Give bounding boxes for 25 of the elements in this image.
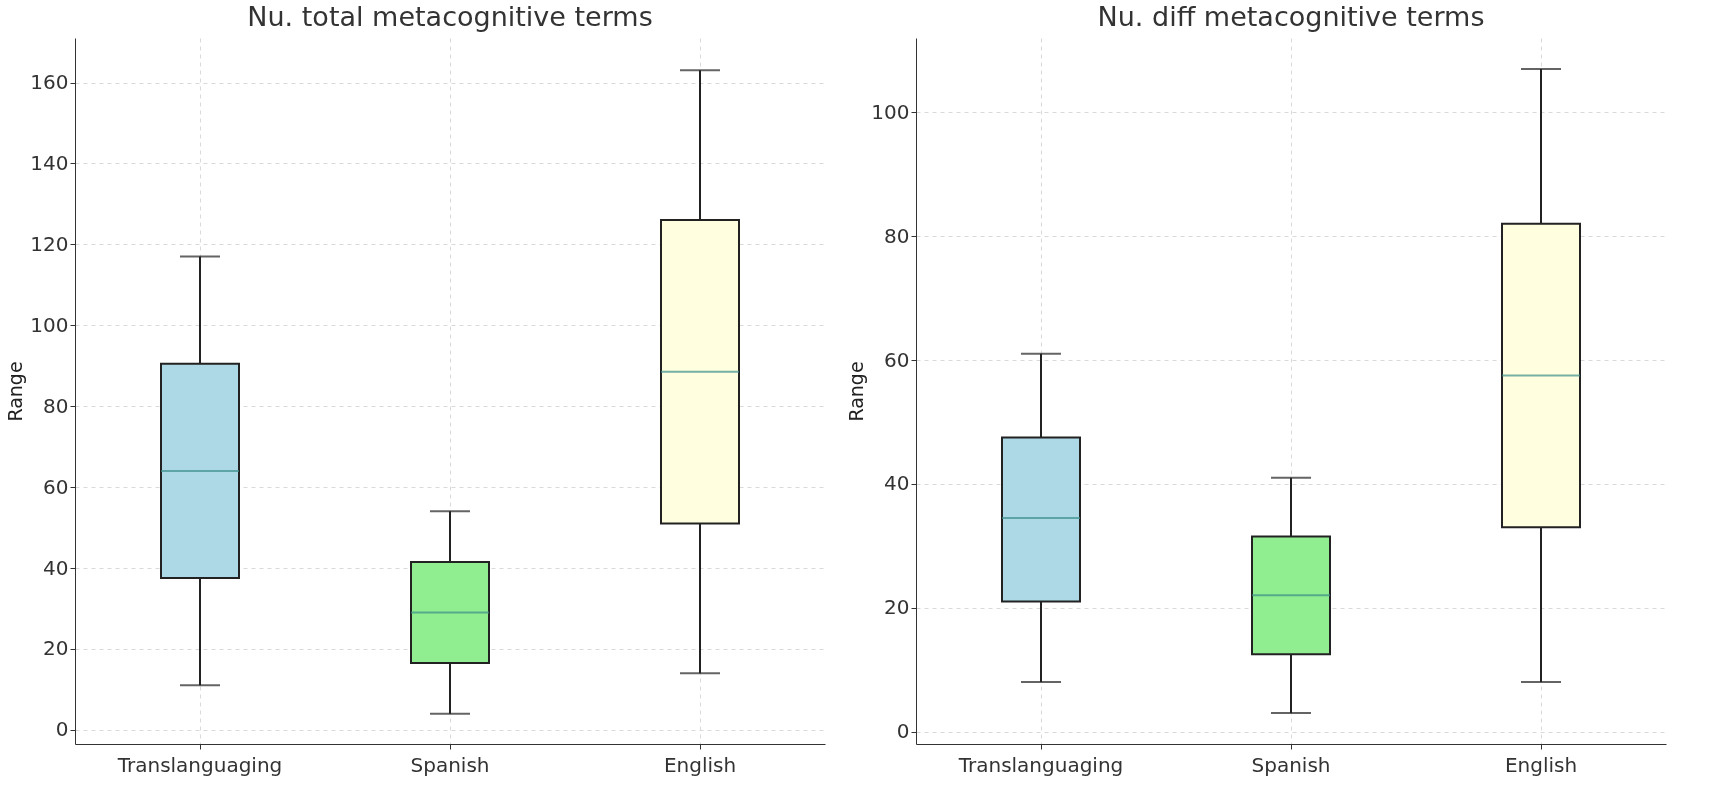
y-tick-label: 40 bbox=[43, 555, 69, 580]
y-tick-label: 120 bbox=[30, 231, 69, 256]
y-tick-label: 60 bbox=[884, 347, 910, 372]
y-tick-label: 100 bbox=[30, 312, 69, 337]
y-tick-label: 20 bbox=[43, 636, 69, 661]
y-tick-label: 140 bbox=[30, 150, 69, 175]
y-tick-label: 80 bbox=[43, 393, 69, 418]
y-tick-label: 80 bbox=[884, 223, 910, 248]
y-axis-title: Range bbox=[4, 361, 27, 422]
chart-title: Nu. diff metacognitive terms bbox=[1097, 1, 1485, 32]
x-tick-label: Spanish bbox=[1251, 752, 1331, 777]
y-tick-label: 20 bbox=[884, 595, 910, 620]
x-tick-label: English bbox=[663, 752, 737, 777]
x-tick-label: Spanish bbox=[410, 752, 490, 777]
y-tick-label: 160 bbox=[30, 70, 69, 94]
y-tick-label: 0 bbox=[55, 717, 69, 742]
y-tick-label: 0 bbox=[896, 719, 910, 744]
chart-title: Nu. total metacognitive terms bbox=[247, 1, 653, 32]
y-tick-label: 40 bbox=[884, 471, 910, 496]
y-tick-label: 100 bbox=[871, 99, 910, 124]
x-tick-label: Translanguaging bbox=[957, 752, 1124, 777]
x-tick-label: Translanguaging bbox=[116, 752, 283, 777]
y-axis-title: Range bbox=[845, 361, 868, 422]
x-tick-label: English bbox=[1504, 752, 1578, 777]
y-tick-label: 60 bbox=[43, 474, 69, 499]
